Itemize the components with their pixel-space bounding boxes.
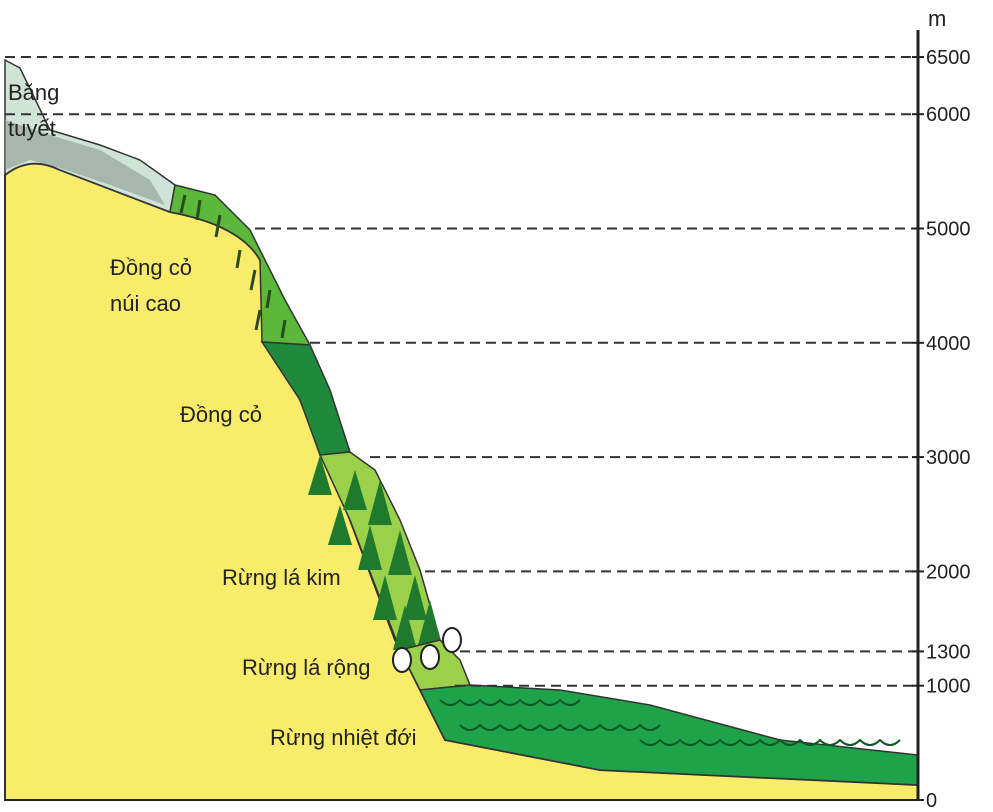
tick-label: 1000: [926, 676, 971, 698]
zone-label: tuyết: [8, 116, 56, 141]
zone-label: Đồng cỏ: [180, 402, 262, 427]
zone-label: Rừng nhiệt đới: [270, 725, 417, 750]
tick-label: 6500: [926, 47, 971, 69]
tick-label: 2000: [926, 561, 971, 583]
zone-label: Băng: [8, 80, 59, 105]
tick-label: 3000: [926, 447, 971, 469]
tropical-zone: [418, 684, 919, 786]
tropical-leaf-texture: [439, 698, 901, 746]
tick-label: 1300: [926, 641, 971, 663]
zone-label: núi cao: [110, 291, 181, 316]
tick-label: 0: [926, 790, 937, 812]
tick-label: 5000: [926, 219, 971, 241]
zone-label: Rừng lá kim: [222, 565, 341, 590]
alpine-grass-marks: [179, 194, 287, 339]
tick-label: 6000: [926, 104, 971, 126]
snow-shading: [5, 120, 165, 205]
zone-label: Đồng cỏ: [110, 255, 192, 280]
broadleaf-trees: [392, 627, 462, 673]
axis-unit: m: [928, 6, 946, 31]
zone-label: Rừng lá rộng: [242, 655, 370, 680]
alpine-meadow-zone: [169, 184, 312, 346]
tick-label: 4000: [926, 333, 971, 355]
conifer-trees: [308, 455, 442, 650]
